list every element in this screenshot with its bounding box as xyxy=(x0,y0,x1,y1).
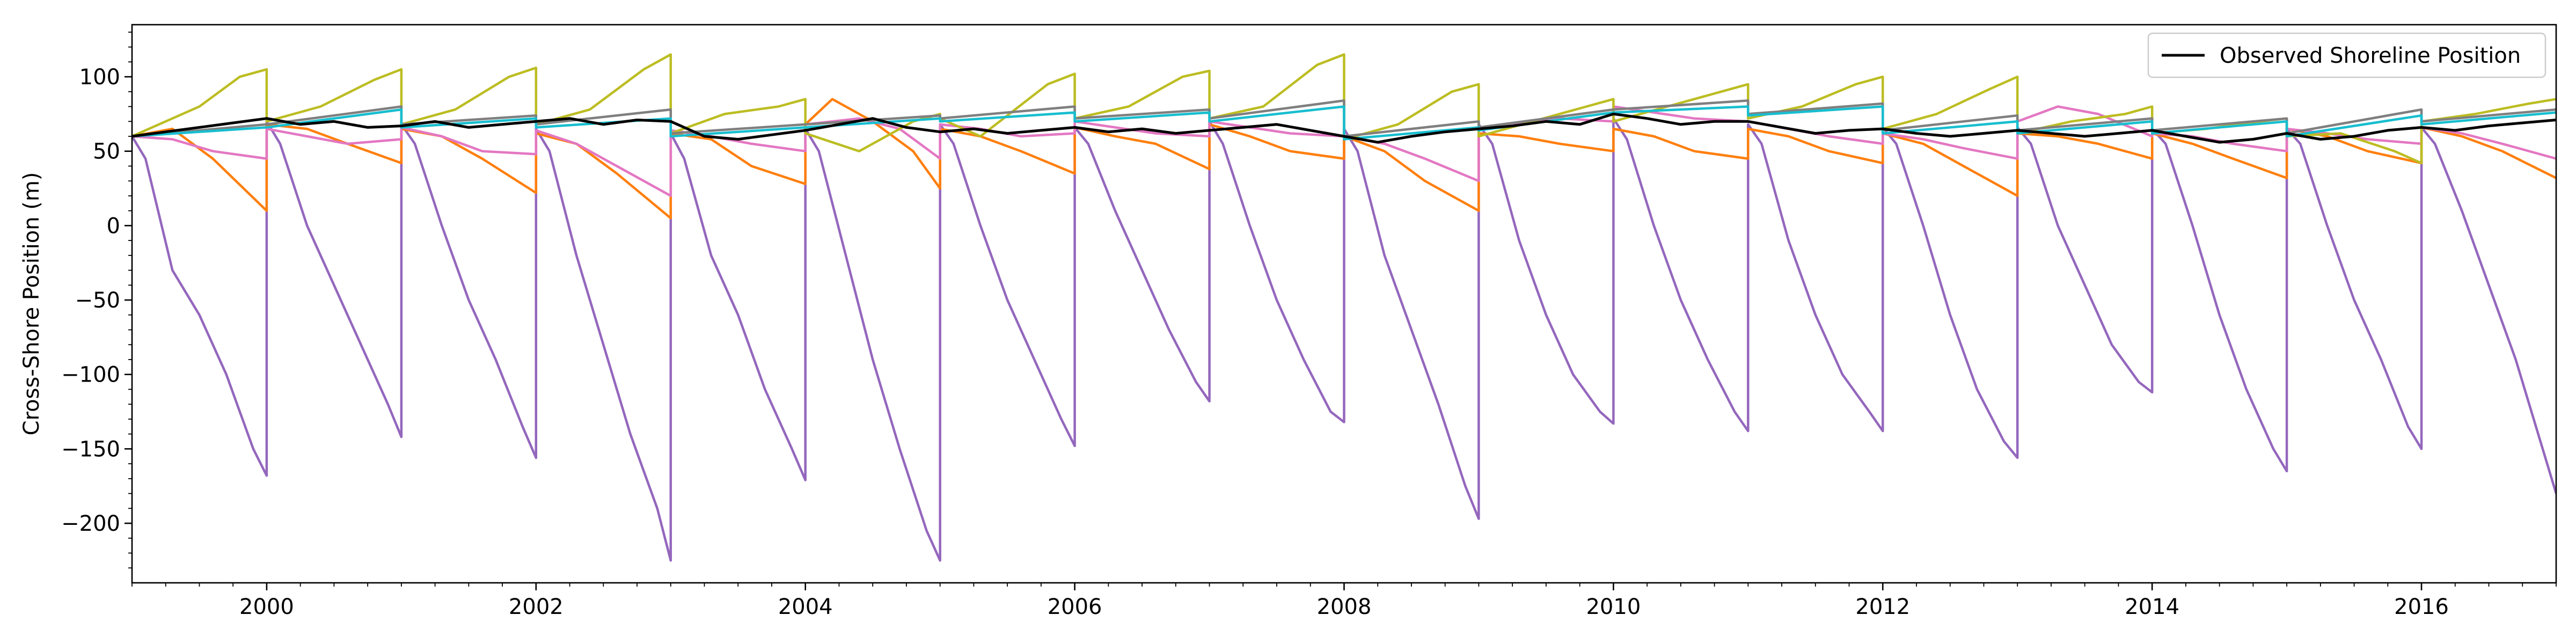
y-tick-label: 100 xyxy=(79,65,120,90)
x-tick-label: 2014 xyxy=(2125,595,2179,619)
x-tick-label: 2010 xyxy=(1586,595,1641,619)
x-tick-label: 2016 xyxy=(2394,595,2449,619)
y-axis-label: Cross-Shore Position (m) xyxy=(19,172,44,436)
series-line-observed xyxy=(132,112,2556,144)
y-tick-label: −150 xyxy=(61,437,120,462)
legend: Observed Shoreline Position xyxy=(2147,32,2546,78)
x-tick-label: 2002 xyxy=(509,595,564,619)
plot-series xyxy=(132,53,2556,562)
y-tick-label: −50 xyxy=(75,288,120,313)
y-tick-label: −200 xyxy=(61,511,120,536)
y-tick-label: −100 xyxy=(61,363,120,387)
y-tick-label: 50 xyxy=(93,140,120,164)
x-tick-label: 2012 xyxy=(1855,595,1910,619)
x-axis: 2000 2002 2004 2006 2008 2010 2012 2014 2016 xyxy=(239,583,2449,619)
x-tick-label: 2008 xyxy=(1317,595,1372,619)
x-tick-label: 2006 xyxy=(1048,595,1102,619)
x-tick-label: 2000 xyxy=(239,595,294,619)
y-axis: 100 50 0 −50 −100 −150 −200 xyxy=(61,65,132,536)
x-tick-label: 2004 xyxy=(778,595,833,619)
legend-label-observed: Observed Shoreline Position xyxy=(2220,43,2521,68)
y-tick-label: 0 xyxy=(107,214,120,238)
series-line-3 xyxy=(132,105,2556,197)
legend-box xyxy=(2147,32,2546,78)
plot-frame xyxy=(131,24,2557,584)
